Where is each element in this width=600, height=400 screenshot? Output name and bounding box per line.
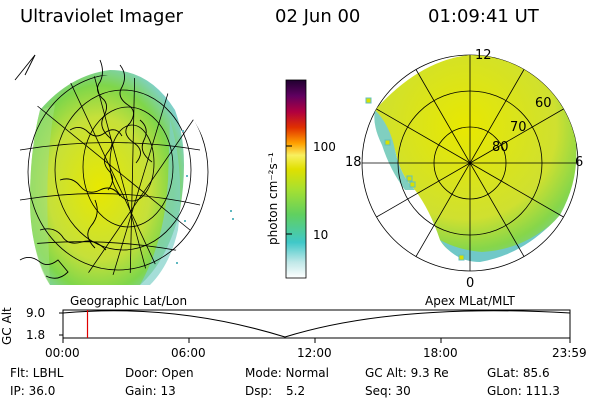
info-ip: IP: 36.0 [10,384,56,398]
info-glat: GLat: 85.6 [487,366,550,380]
colorbar-tick-10: 10 [313,228,329,242]
date-label: 02 Jun 00 [275,6,361,27]
info-gc-alt: GC Alt: 9.3 Re [365,366,449,380]
polar-image [361,54,579,272]
info-glon: GLon: 111.3 [487,384,560,398]
time-tick-1200: 12:00 [297,346,332,360]
info-door: Door: Open [125,366,194,380]
lat-label-70: 70 [510,120,527,135]
info-flt: Flt: LBHL [10,366,64,380]
time-label: 01:09:41 UT [428,6,539,27]
mlt-label-12: 12 [475,48,492,63]
time-tick-0600: 06:00 [171,346,206,360]
geographic-projection-label: Geographic Lat/Lon [70,294,188,308]
altitude-plot [59,309,571,343]
info-dsp-value: 5.2 [286,384,306,398]
apex-projection-label: Apex MLat/MLT [425,294,515,308]
geographic-image [14,54,234,285]
altitude-axis-title: GC Alt [0,307,14,345]
altitude-tick-low: 1.8 [26,328,46,342]
mlt-label-6: 6 [575,155,584,170]
instrument-title: Ultraviolet Imager [20,6,183,27]
colorbar-tick-100: 100 [313,140,336,154]
colorbar-unit-label: photon cm⁻²s⁻¹ [266,152,280,245]
info-dsp-label: Dsp: [245,384,273,398]
time-tick-2359: 23:59 [552,346,587,360]
info-seq: Seq: 30 [365,384,411,398]
info-gain: Gain: 13 [125,384,176,398]
time-tick-0000: 00:00 [45,346,80,360]
mlt-label-0: 0 [466,276,475,291]
time-tick-1800: 18:00 [423,346,458,360]
info-mode: Mode: Normal [245,366,329,380]
mlt-label-18: 18 [345,155,362,170]
lat-label-80: 80 [492,140,509,155]
altitude-tick-high: 9.0 [26,306,46,320]
color-bar [285,79,307,279]
lat-label-60: 60 [535,96,552,111]
